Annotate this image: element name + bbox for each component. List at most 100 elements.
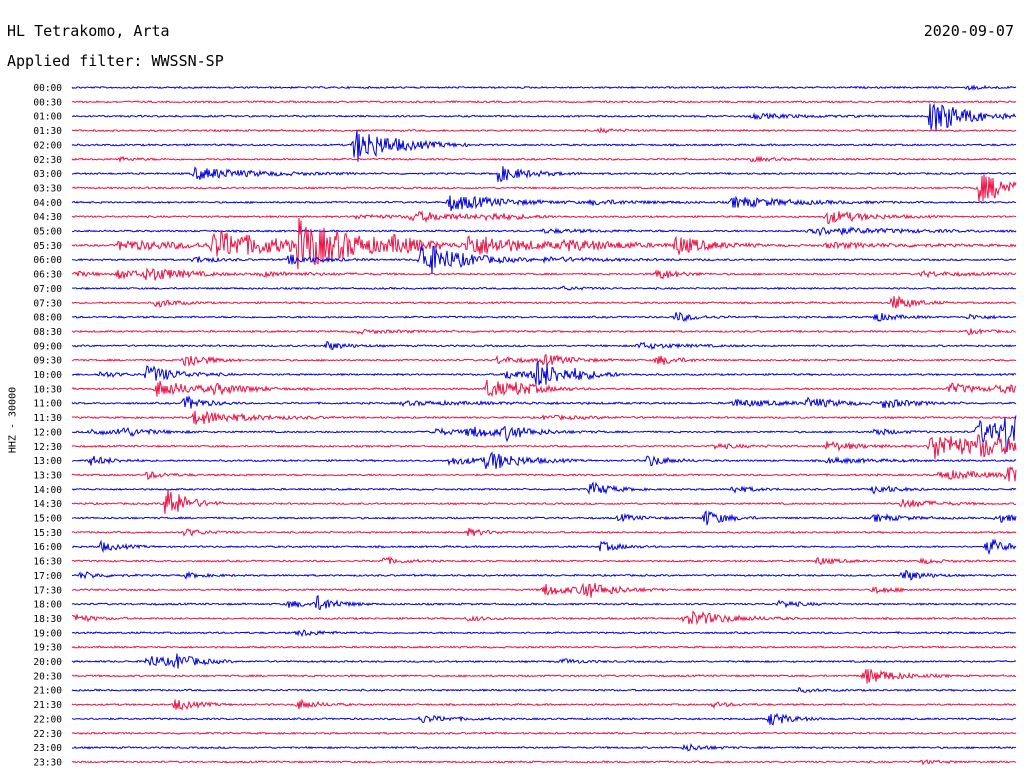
- seismogram-trace: [71, 610, 1017, 626]
- seismogram-trace: [71, 311, 1017, 323]
- time-tick-label: 13:00: [33, 456, 62, 467]
- time-tick-label: 11:30: [33, 413, 62, 424]
- time-tick-label: 21:00: [33, 686, 62, 697]
- time-tick-label: 09:00: [33, 341, 62, 352]
- seismogram-trace: [71, 210, 1017, 225]
- seismogram-trace: [71, 629, 1017, 638]
- time-tick-label: 02:30: [33, 155, 62, 166]
- time-tick-label: 16:00: [33, 542, 62, 553]
- time-tick-label: 15:00: [33, 514, 62, 525]
- seismogram-trace: [71, 245, 1017, 274]
- seismogram-trace: [71, 218, 1017, 270]
- time-tick-label: 06:00: [33, 255, 62, 266]
- seismogram-trace: [71, 226, 1017, 237]
- seismogram-trace: [71, 103, 1017, 132]
- time-tick-label: 02:00: [33, 140, 62, 151]
- seismogram-trace: [71, 84, 1017, 91]
- seismogram-trace: [71, 594, 1017, 611]
- seismogram-trace: [71, 166, 1017, 183]
- seismogram-trace: [71, 353, 1017, 368]
- seismogram-trace: [71, 569, 1017, 581]
- time-tick-label: 04:30: [33, 212, 62, 223]
- seismogram-trace: [71, 434, 1017, 460]
- seismogram-trace: [71, 410, 1017, 425]
- time-tick-label: 11:00: [33, 399, 62, 410]
- time-tick-label: 22:30: [33, 729, 62, 740]
- time-tick-label: 00:00: [33, 83, 62, 94]
- seismogram-trace: [71, 510, 1017, 526]
- time-tick-label: 20:00: [33, 657, 62, 668]
- seismogram-trace: [71, 285, 1017, 291]
- time-tick-label: 10:00: [33, 370, 62, 381]
- time-tick-label: 09:30: [33, 356, 62, 367]
- seismogram-trace: [71, 712, 1017, 726]
- seismogram-trace: [71, 195, 1017, 211]
- time-tick-label: 19:30: [33, 643, 62, 654]
- time-tick-label: 15:30: [33, 528, 62, 539]
- time-tick-label: 16:30: [33, 557, 62, 568]
- time-tick-label: 05:30: [33, 241, 62, 252]
- seismogram-trace: [71, 582, 1017, 598]
- time-tick-label: 18:00: [33, 600, 62, 611]
- time-tick-label: 18:30: [33, 614, 62, 625]
- time-tick-label: 23:30: [33, 757, 62, 768]
- time-tick-label: 04:00: [33, 198, 62, 209]
- time-tick-label: 12:00: [33, 427, 62, 438]
- seismogram-trace: [71, 698, 1017, 711]
- time-tick-label: 17:30: [33, 585, 62, 596]
- time-tick-label: 03:00: [33, 169, 62, 180]
- seismogram-trace: [71, 267, 1017, 281]
- time-tick-label: 03:30: [33, 183, 62, 194]
- time-tick-label: 01:30: [33, 126, 62, 137]
- time-tick-label: 06:30: [33, 270, 62, 281]
- seismogram-trace: [71, 328, 1017, 336]
- seismogram-trace: [71, 538, 1017, 556]
- seismogram-trace: [71, 451, 1017, 470]
- seismogram-trace: [71, 555, 1017, 566]
- seismogram-trace: [71, 360, 1017, 386]
- seismogram-trace: [71, 645, 1017, 649]
- seismogram-trace: [71, 415, 1017, 453]
- time-tick-label: 14:30: [33, 499, 62, 510]
- seismogram-trace: [71, 174, 1017, 202]
- time-tick-label: 00:30: [33, 97, 62, 108]
- time-tick-label: 07:30: [33, 298, 62, 309]
- seismogram-trace: [71, 742, 1017, 752]
- time-tick-label: 21:30: [33, 700, 62, 711]
- seismogram-trace: [71, 395, 1017, 409]
- time-tick-label: 19:00: [33, 628, 62, 639]
- seismogram-trace: [71, 653, 1017, 669]
- seismogram-trace: [71, 466, 1017, 482]
- seismogram-trace: [71, 340, 1017, 351]
- time-tick-label: 07:00: [33, 284, 62, 295]
- seismogram-trace: [71, 669, 1017, 684]
- time-tick-label: 22:00: [33, 714, 62, 725]
- time-tick-label: 08:30: [33, 327, 62, 338]
- time-tick-label: 14:00: [33, 485, 62, 496]
- time-tick-label: 10:30: [33, 384, 62, 395]
- time-tick-label: 01:00: [33, 112, 62, 123]
- seismogram-trace: [71, 759, 1017, 766]
- seismogram-trace: [71, 99, 1017, 104]
- seismogram-trace: [71, 481, 1017, 495]
- date-label: 2020-09-07: [923, 22, 1014, 40]
- filter-label: Applied filter: WWSSN-SP: [7, 52, 224, 70]
- time-tick-label: 23:00: [33, 743, 62, 754]
- seismogram-trace: [71, 129, 1017, 162]
- seismogram-trace: [71, 379, 1017, 398]
- time-tick-label: 08:00: [33, 313, 62, 324]
- seismogram-trace: [71, 527, 1017, 537]
- time-tick-label: 05:00: [33, 227, 62, 238]
- seismogram-trace: [71, 488, 1017, 514]
- time-tick-label: 20:30: [33, 671, 62, 682]
- seismogram-trace: [71, 731, 1017, 736]
- time-tick-label: 13:30: [33, 470, 62, 481]
- seismogram-trace: [71, 155, 1017, 164]
- seismogram-trace: [71, 126, 1017, 134]
- seismogram-trace: [71, 295, 1017, 309]
- time-tick-label: 17:00: [33, 571, 62, 582]
- seismogram-trace: [71, 687, 1017, 693]
- time-tick-label: 12:30: [33, 442, 62, 453]
- station-title: HL Tetrakomo, Arta: [7, 22, 170, 40]
